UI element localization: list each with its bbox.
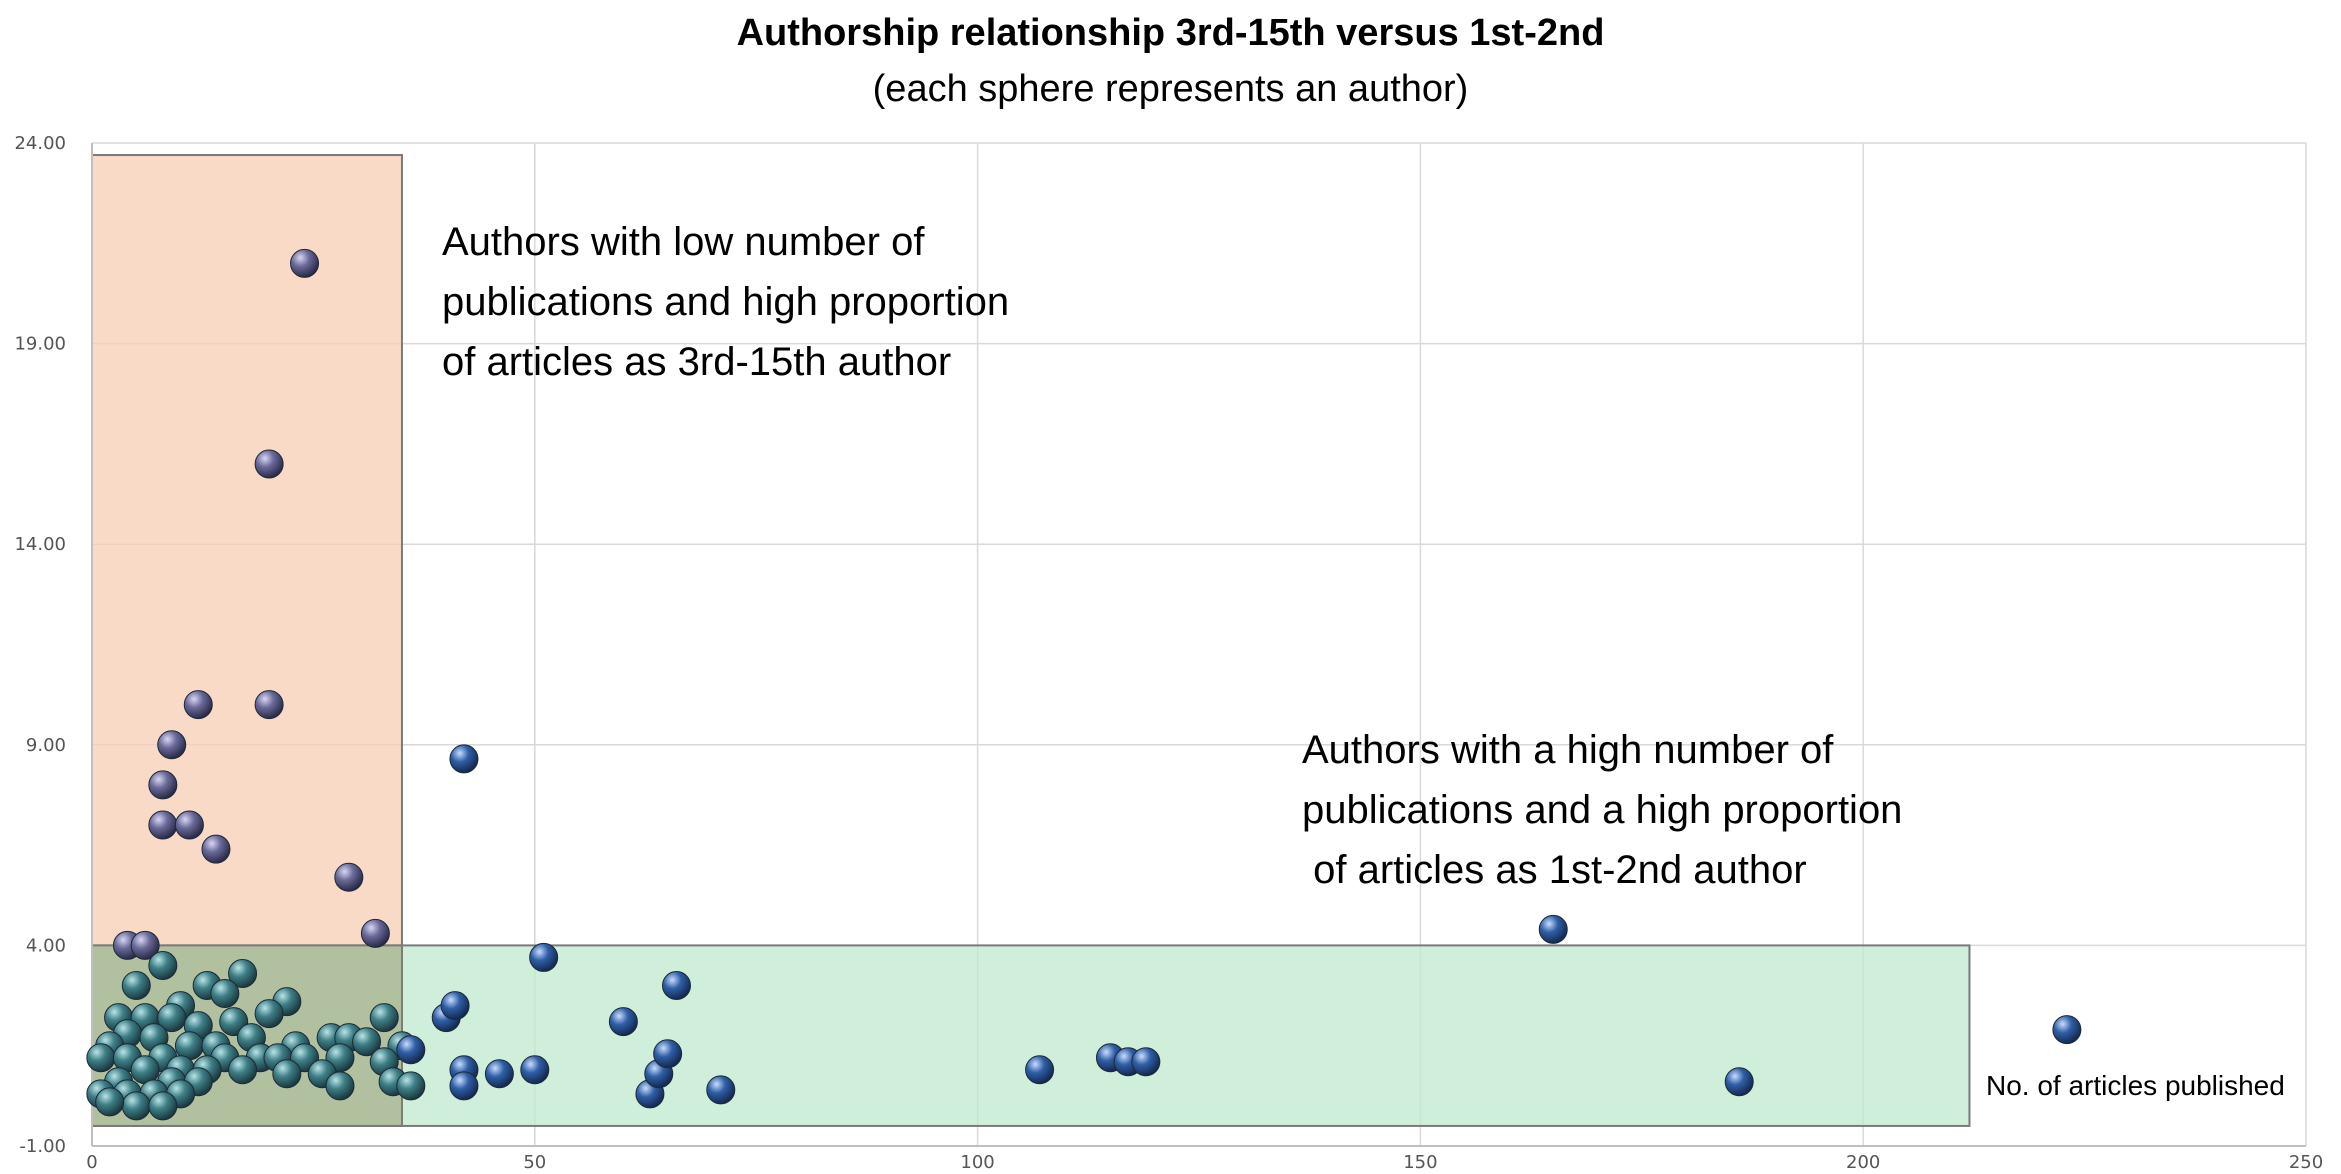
data-point — [440, 991, 470, 1021]
data-point — [290, 248, 320, 278]
y-tick-label: 4.00 — [26, 935, 66, 956]
annotation-high-publications: Authors with a high number of publicatio… — [1302, 720, 1902, 900]
data-point — [396, 1035, 426, 1065]
data-point — [148, 950, 178, 980]
x-axis-label: No. of articles published — [1986, 1070, 2285, 1101]
data-point — [272, 1059, 302, 1089]
highlight-regions — [91, 154, 1971, 1127]
annotation-line: of articles as 3rd-15th author — [442, 340, 952, 384]
data-point — [254, 999, 284, 1029]
data-point — [95, 1087, 125, 1117]
y-tick-label: -1.00 — [19, 1136, 66, 1157]
data-points — [86, 248, 2082, 1121]
x-tick-label: 100 — [960, 1152, 994, 1173]
data-point — [148, 810, 178, 840]
data-point — [1724, 1067, 1754, 1097]
annotation-line: publications and a high proportion — [1302, 788, 1903, 832]
y-tick-label: 19.00 — [14, 334, 66, 355]
annotation-line: Authors with low number of — [442, 220, 925, 264]
chart-title: Authorship relationship 3rd-15th versus … — [736, 12, 1605, 54]
x-tick-label: 50 — [523, 1152, 546, 1173]
y-tick-label: 14.00 — [14, 534, 66, 555]
data-point — [157, 730, 187, 760]
data-point — [706, 1075, 736, 1105]
data-point — [325, 1071, 355, 1101]
tick-labels: 0 50 100 150 200 250 -1.00 4.00 9.00 14.00 19.00 24… — [14, 133, 2323, 1173]
data-point — [396, 1071, 426, 1101]
x-tick-label: 0 — [86, 1152, 97, 1173]
data-point — [201, 834, 231, 864]
data-point — [254, 690, 284, 720]
x-tick-label: 150 — [1403, 1152, 1437, 1173]
data-point — [228, 958, 258, 988]
annotation-line: publications and high proportion — [442, 280, 1010, 324]
data-point — [449, 1071, 479, 1101]
data-point — [334, 862, 364, 892]
data-point — [148, 770, 178, 800]
data-point — [86, 1043, 116, 1073]
annotation-line: Authors with a high number of — [1302, 728, 1834, 772]
data-point — [484, 1059, 514, 1089]
data-point — [360, 918, 390, 948]
axes — [91, 143, 2306, 1147]
annotation-low-publications: Authors with low number of publications … — [442, 212, 1009, 392]
data-point — [210, 979, 240, 1009]
data-point — [608, 1007, 638, 1037]
x-tick-label: 200 — [1846, 1152, 1880, 1173]
data-point — [1025, 1055, 1055, 1085]
chart-subtitle: (each sphere represents an author) — [872, 68, 1469, 110]
annotation-line: of articles as 1st-2nd author — [1302, 848, 1807, 892]
data-point — [1131, 1047, 1161, 1077]
data-point — [352, 1027, 382, 1057]
data-point — [520, 1055, 550, 1085]
data-point — [661, 971, 691, 1001]
data-point — [130, 930, 160, 960]
data-point — [121, 1091, 151, 1121]
data-point — [653, 1039, 683, 1069]
y-tick-label: 24.00 — [14, 133, 66, 154]
x-tick-label: 250 — [2289, 1152, 2323, 1173]
data-point — [2052, 1015, 2082, 1045]
data-point — [174, 810, 204, 840]
data-point — [121, 971, 151, 1001]
data-point — [369, 1003, 399, 1033]
data-point — [254, 449, 284, 479]
data-point — [529, 942, 559, 972]
data-point — [157, 1003, 187, 1033]
data-point — [148, 1091, 178, 1121]
data-point — [183, 690, 213, 720]
data-point — [449, 744, 479, 774]
data-point — [228, 1055, 258, 1085]
y-tick-label: 9.00 — [26, 735, 66, 756]
data-point — [1538, 914, 1568, 944]
